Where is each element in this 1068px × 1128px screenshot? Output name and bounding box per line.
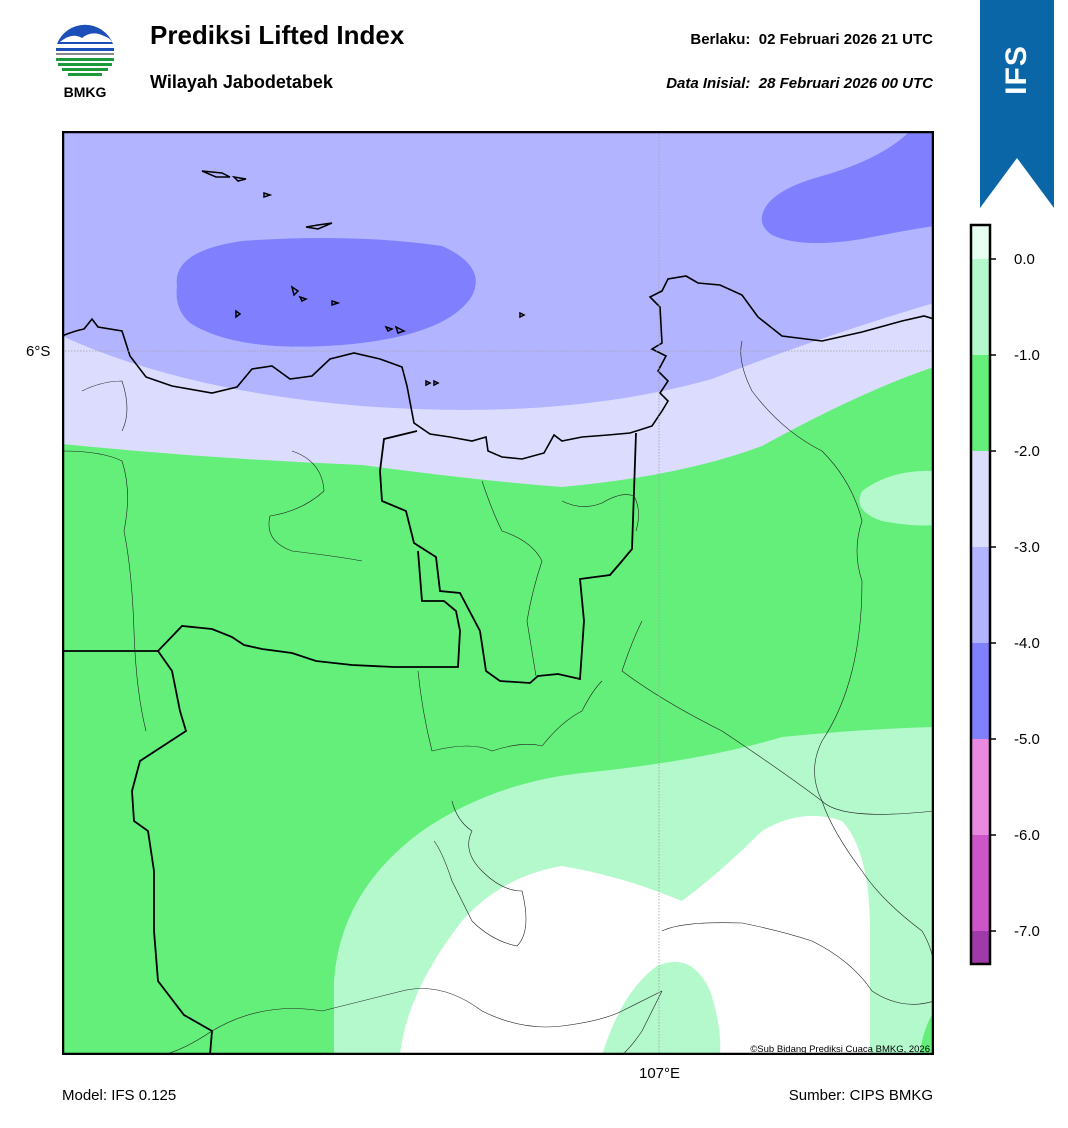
province-boundary-west [62, 550, 461, 731]
band-neg4-neg5-west [176, 237, 476, 347]
colorbar-segment [971, 451, 990, 547]
model-badge: IFS [980, 0, 1054, 210]
colorbar-tick-label: -2.0 [1014, 443, 1040, 460]
lifted-index-map [61, 130, 935, 1056]
colorbar-segment [971, 739, 990, 835]
colorbar-segment [971, 225, 990, 259]
band-neg1-neg2-patch [920, 1011, 934, 1055]
valid-time: Berlaku: 02 Februari 2026 21 UTC [690, 31, 933, 48]
valid-time-label: Berlaku: [690, 31, 751, 48]
colorbar-segment [971, 643, 990, 739]
colorbar-frame [969, 223, 992, 966]
map-credit: ©Sub Bidang Prediksi Cuaca BMKG, 2026 [750, 1044, 930, 1055]
band-0-neg1-patch [859, 470, 934, 526]
lat-label: 6°S [26, 343, 51, 360]
colorbar-tick-label: -6.0 [1014, 827, 1040, 844]
colorbar-segment [971, 931, 990, 964]
bmkg-logo: BMKG [52, 20, 118, 102]
colorbar-tick-label: -7.0 [1014, 923, 1040, 940]
init-time: Data Inisial: 28 Februari 2026 00 UTC [666, 75, 933, 92]
badge-text: IFS [999, 45, 1033, 95]
colorbar-segment [971, 355, 990, 451]
colorbar-segment [971, 259, 990, 355]
bmkg-logo-icon [55, 23, 115, 83]
page-title: Prediksi Lifted Index [150, 20, 405, 50]
colorbar-tick-label: 0.0 [1014, 251, 1035, 268]
colorbar-tick-label: -5.0 [1014, 731, 1040, 748]
colorbar-tick-label: -3.0 [1014, 539, 1040, 556]
page-subtitle: Wilayah Jabodetabek [150, 72, 333, 92]
valid-time-value: 02 Februari 2026 21 UTC [758, 31, 933, 48]
model-info: Model: IFS 0.125 [62, 1087, 177, 1104]
colorbar-segment [971, 835, 990, 931]
source-info: Sumber: CIPS BMKG [788, 1087, 933, 1104]
colorbar-tick-label: -1.0 [1014, 347, 1040, 364]
islands [201, 170, 526, 387]
colorbar-segment [971, 547, 990, 643]
province-boundary-east [379, 430, 637, 684]
colorbar: 0.0 -1.0 -2.0 -3.0 -4.0 -5.0 -6.0 -7.0 [968, 222, 1058, 968]
province-boundary-south [131, 650, 213, 1055]
map-svg [61, 130, 935, 1056]
band-above-0 [400, 815, 870, 1055]
init-time-label: Data Inisial: [666, 75, 751, 92]
map-frame [61, 130, 935, 1056]
band-neg4-neg5-east [761, 131, 934, 244]
init-time-value: 28 Februari 2026 00 UTC [758, 75, 933, 92]
logo-text: BMKG [63, 84, 107, 100]
coastline [62, 275, 934, 460]
lon-label: 107°E [639, 1065, 681, 1082]
colorbar-svg: 0.0 -1.0 -2.0 -3.0 -4.0 -5.0 -6.0 -7.0 [969, 223, 1040, 966]
regency-boundaries [62, 340, 934, 1055]
band-0-neg1-lobe [602, 961, 721, 1055]
badge-shape [980, 0, 1054, 208]
colorbar-tick-label: -4.0 [1014, 635, 1040, 652]
